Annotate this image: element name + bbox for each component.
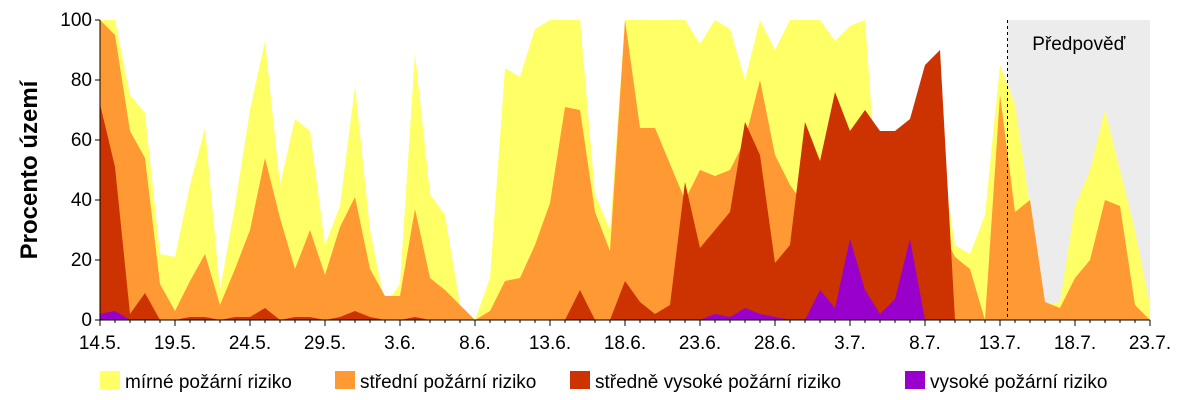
x-tick-label: 13.7.	[979, 333, 1021, 354]
area-series-group	[100, 20, 1150, 320]
legend-label: mírné požární riziko	[125, 372, 292, 393]
legend-swatch	[570, 371, 590, 389]
x-tick-label: 8.7.	[909, 333, 941, 354]
forecast-label: Předpověď	[1032, 34, 1125, 55]
x-tick-label: 23.7.	[1129, 333, 1171, 354]
area-series-2	[100, 20, 1150, 320]
x-tick-label: 29.5.	[304, 333, 346, 354]
y-tick-label: 80	[71, 70, 92, 91]
x-tick-label: 3.6.	[384, 333, 416, 354]
y-tick-label: 20	[71, 250, 92, 271]
x-tick-label: 24.5.	[229, 333, 271, 354]
legend-label: středně vysoké požární riziko	[595, 372, 841, 393]
x-tick-label: 3.7.	[834, 333, 866, 354]
x-tick-label: 13.6.	[529, 333, 571, 354]
y-axis-label: Procento území	[16, 79, 43, 259]
y-tick-label: 0	[81, 310, 92, 331]
x-tick-label: 18.6.	[604, 333, 646, 354]
y-tick-label: 40	[71, 190, 92, 211]
axes-group: 0 20 40 60 80 100 14.5. 19.5. 24.5. 29.5. 3.6. 8.6.…	[60, 10, 1171, 354]
legend-swatch	[100, 371, 120, 389]
x-tick-label: 28.6.	[754, 333, 796, 354]
legend-swatch	[335, 371, 355, 389]
x-tick-label: 18.7.	[1054, 333, 1096, 354]
legend-label: vysoké požární riziko	[930, 372, 1107, 393]
x-tick-label: 23.6.	[679, 333, 721, 354]
legend-swatch	[905, 371, 925, 389]
area-series-3	[100, 50, 1150, 320]
x-tick-label: 8.6.	[459, 333, 491, 354]
legend-label: střední požární riziko	[360, 372, 536, 393]
x-tick-label: 14.5.	[79, 333, 121, 354]
y-tick-label: 100	[60, 10, 92, 31]
y-tick-label: 60	[71, 130, 92, 151]
legend: mírné požární riziko střední požární rizi…	[100, 371, 1107, 393]
x-tick-label: 19.5.	[154, 333, 196, 354]
